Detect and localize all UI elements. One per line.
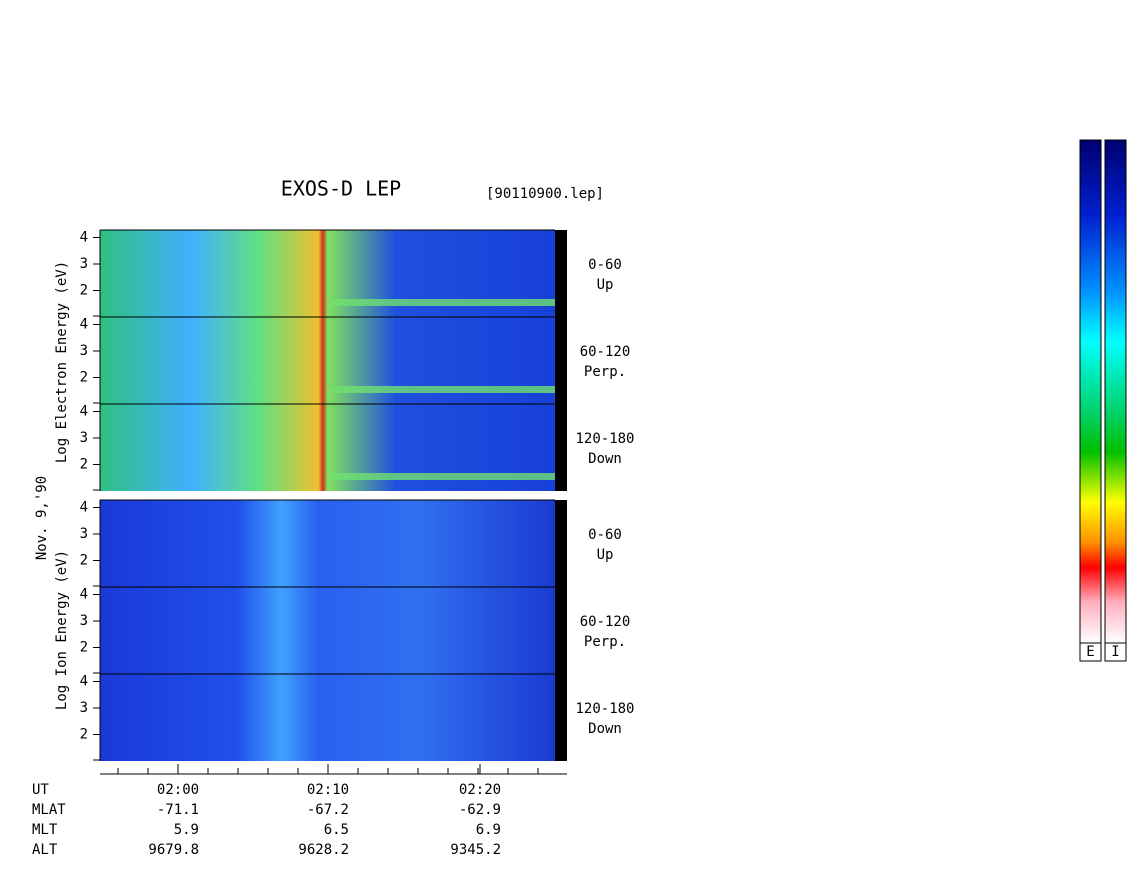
pitch-direction: Up (597, 277, 614, 293)
color-bar-label-box (1079, 642, 1102, 662)
spectrogram-panel (100, 587, 555, 674)
color-bar (1104, 139, 1127, 644)
y-tick-label: 3 (80, 256, 88, 272)
spectrogram-band (330, 386, 555, 393)
ephemeris-value: -67.2 (307, 802, 349, 818)
y-tick-label: 4 (80, 674, 88, 690)
ephemeris-value: 9679.8 (148, 842, 199, 858)
time-tick-label: 02:00 (157, 782, 199, 798)
ephemeris-value: 6.9 (476, 822, 501, 838)
pitch-range: 60-120 (580, 614, 631, 630)
pitch-direction: Perp. (584, 364, 626, 380)
ephemeris-value: -71.1 (157, 802, 199, 818)
color-bar (1079, 139, 1102, 644)
edge-strip (555, 230, 567, 317)
date: Nov. 9,'90 (34, 476, 50, 560)
ephemeris-value: 9345.2 (450, 842, 501, 858)
ephemeris-name: MLT (32, 822, 58, 838)
ephemeris-name: ALT (32, 842, 58, 858)
ephemeris-value: 5.9 (174, 822, 199, 838)
spectrogram-panel (100, 674, 555, 761)
pitch-range: 0-60 (588, 527, 622, 543)
ephemeris-value: -62.9 (459, 802, 501, 818)
pitch-range: 0-60 (588, 257, 622, 273)
color-bar-label-box (1104, 642, 1127, 662)
file-name: [90110900.lep] (486, 186, 604, 202)
pitch-direction: Perp. (584, 634, 626, 650)
y-tick-label: 3 (80, 700, 88, 716)
edge-strip (555, 674, 567, 761)
edge-strip (555, 317, 567, 404)
ephemeris-value: 6.5 (324, 822, 349, 838)
spectrogram-band (330, 299, 555, 306)
y-tick-label: 2 (80, 283, 88, 299)
pitch-direction: Up (597, 547, 614, 563)
y-tick-label: 4 (80, 587, 88, 603)
y-tick-label: 3 (80, 613, 88, 629)
title: EXOS-D LEP (281, 177, 401, 201)
edge-strip (555, 500, 567, 587)
ephemeris-value: 9628.2 (298, 842, 349, 858)
ut-label: UT (32, 782, 49, 798)
y-tick-label: 2 (80, 457, 88, 473)
y-tick-label: 2 (80, 727, 88, 743)
spectrogram-panel (100, 500, 555, 587)
y-tick-label: 3 (80, 343, 88, 359)
y-tick-label: 2 (80, 640, 88, 656)
ephemeris-name: MLAT (32, 802, 66, 818)
color-bar-label: I (1111, 644, 1119, 660)
y-tick-label: 2 (80, 370, 88, 386)
pitch-range: 60-120 (580, 344, 631, 360)
pitch-range: 120-180 (575, 431, 634, 447)
y-tick-label: 4 (80, 230, 88, 246)
y-tick-label: 4 (80, 500, 88, 516)
color-bar-label: E (1086, 644, 1094, 660)
electron-axis-label: Log Electron Energy (eV) (54, 261, 70, 463)
edge-strip (555, 404, 567, 491)
y-tick-label: 2 (80, 553, 88, 569)
y-tick-label: 4 (80, 404, 88, 420)
pitch-direction: Down (588, 721, 622, 737)
y-tick-label: 4 (80, 317, 88, 333)
spectrogram-band (330, 473, 555, 480)
time-tick-label: 02:10 (307, 782, 349, 798)
pitch-range: 120-180 (575, 701, 634, 717)
y-tick-label: 3 (80, 526, 88, 542)
ion-axis-label: Log Ion Energy (eV) (54, 550, 70, 710)
y-tick-label: 3 (80, 430, 88, 446)
time-tick-label: 02:20 (459, 782, 501, 798)
edge-strip (555, 587, 567, 674)
pitch-direction: Down (588, 451, 622, 467)
